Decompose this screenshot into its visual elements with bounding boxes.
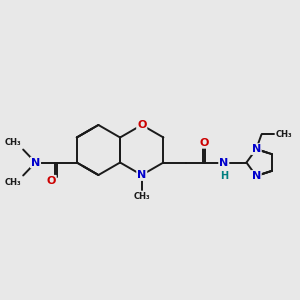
Text: H: H	[220, 171, 228, 181]
Text: N: N	[219, 158, 228, 167]
Text: O: O	[46, 176, 56, 186]
Text: N: N	[252, 144, 261, 154]
Text: CH₃: CH₃	[275, 130, 292, 139]
Text: CH₃: CH₃	[134, 192, 150, 201]
Text: N: N	[137, 170, 146, 180]
Text: N: N	[252, 171, 261, 181]
Text: CH₃: CH₃	[5, 138, 22, 147]
Text: O: O	[200, 138, 209, 148]
Text: N: N	[31, 158, 40, 167]
Text: CH₃: CH₃	[5, 178, 22, 187]
Text: O: O	[137, 120, 146, 130]
